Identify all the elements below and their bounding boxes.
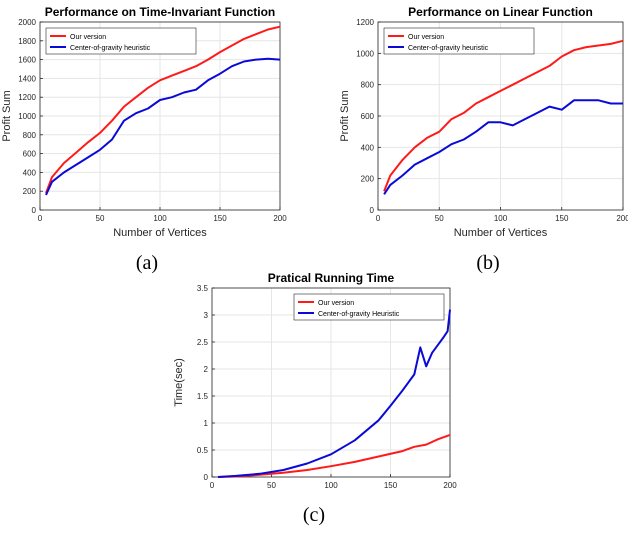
y-tick-label: 1200: [18, 93, 36, 102]
x-tick-label: 100: [324, 481, 338, 490]
y-axis-label: Profit Sum: [1, 90, 13, 141]
caption-a: (a): [135, 252, 159, 274]
x-tick-label: 0: [376, 214, 381, 223]
series-line-ours: [45, 25, 281, 194]
caption-c: (c): [302, 504, 326, 526]
x-tick-label: 150: [213, 214, 227, 223]
x-tick-label: 200: [443, 481, 457, 490]
y-tick-label: 600: [361, 112, 375, 121]
y-tick-label: 600: [23, 150, 37, 159]
chart-title: Performance on Time-Invariant Function: [45, 5, 275, 19]
x-tick-label: 150: [555, 214, 569, 223]
legend-box: [293, 293, 445, 321]
y-tick-label: 2000: [18, 18, 36, 27]
x-tick-label: 200: [273, 214, 287, 223]
y-tick-label: 800: [361, 81, 375, 90]
legend-label: Center-of-gravity Heuristic: [318, 311, 400, 318]
legend-label: Center-of-gravity heuristic: [70, 45, 151, 52]
y-axis-label: Profit Sum: [339, 90, 351, 141]
x-tick-label: 150: [384, 481, 398, 490]
legend-label: Our version: [70, 34, 106, 41]
y-tick-label: 3: [204, 311, 209, 320]
x-tick-label: 50: [267, 481, 276, 490]
y-tick-label: 1800: [18, 37, 36, 46]
legend-box: [383, 27, 535, 55]
series-line-ours: [383, 39, 624, 192]
y-axis-label: Time(sec): [173, 358, 185, 406]
legend-label: Our version: [408, 34, 444, 41]
y-tick-label: 1: [204, 419, 209, 428]
y-tick-label: 200: [361, 175, 375, 184]
y-tick-label: 1.5: [197, 392, 209, 401]
y-tick-label: 400: [23, 168, 37, 177]
x-axis-label: Number of Vertices: [113, 227, 207, 239]
chart-running-time: 0 50 100 150 200 0 0.5 1 1.5 2 2.5 3 3.5 Pratical Run…: [173, 271, 457, 490]
y-tick-label: 1200: [356, 18, 374, 27]
caption-b: (b): [476, 252, 500, 274]
legend-label: Our version: [318, 300, 354, 307]
series-line-center-of-gravity: [383, 99, 623, 195]
legend-box: [45, 27, 197, 55]
x-tick-label: 100: [153, 214, 167, 223]
y-tick-label: 0: [32, 206, 37, 215]
y-tick-label: 3.5: [197, 284, 209, 293]
y-tick-label: 1000: [18, 112, 36, 121]
y-tick-label: 800: [23, 131, 37, 140]
x-tick-label: 0: [38, 214, 43, 223]
x-tick-label: 200: [616, 214, 628, 223]
y-tick-label: 0: [370, 206, 375, 215]
y-tick-label: 0.5: [197, 446, 209, 455]
chart-title: Pratical Running Time: [268, 271, 395, 285]
y-tick-label: 1400: [18, 74, 36, 83]
y-tick-label: 1600: [18, 56, 36, 65]
chart-linear: 0 50 100 150 200 0 200 400 600 800 1000 1200 Perform…: [339, 5, 628, 239]
series-line-center-of-gravity: [45, 57, 281, 196]
x-tick-label: 50: [96, 214, 105, 223]
legend-label: Center-of-gravity heuristic: [408, 45, 489, 52]
y-tick-label: 400: [361, 143, 375, 152]
series-line-center-of-gravity: [217, 309, 451, 478]
y-tick-label: 1000: [356, 49, 374, 58]
y-tick-label: 0: [204, 473, 209, 482]
y-tick-label: 2.5: [197, 338, 209, 347]
y-tick-label: 2: [204, 365, 209, 374]
x-tick-label: 50: [435, 214, 444, 223]
x-axis-label: Number of Vertices: [454, 227, 548, 239]
y-tick-label: 200: [23, 187, 37, 196]
x-tick-label: 100: [494, 214, 508, 223]
x-tick-label: 0: [210, 481, 215, 490]
chart-title: Performance on Linear Function: [408, 5, 593, 19]
chart-time-invariant: 0 50 100 150 2000200400600800100012001400160…: [1, 5, 287, 239]
